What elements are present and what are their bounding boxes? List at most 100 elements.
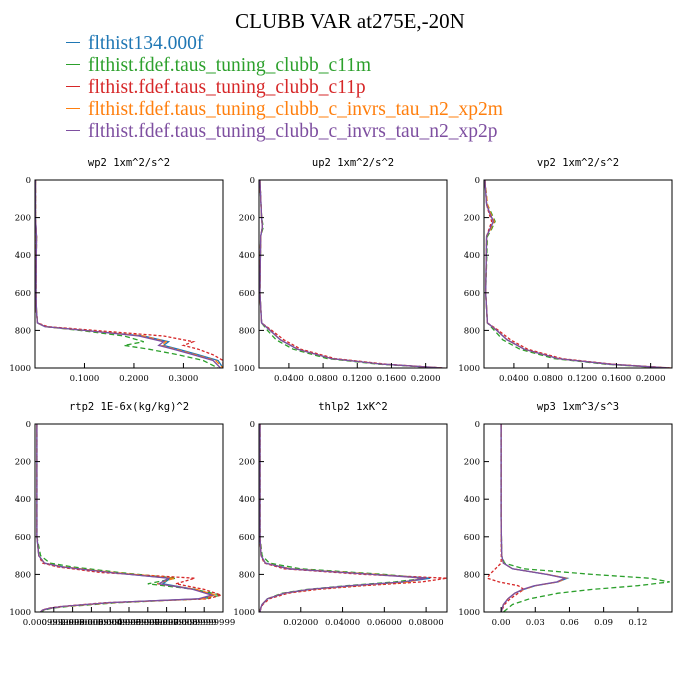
x-tick-label-4-2: 0.06000 (367, 618, 402, 628)
panel-1: up2 1xm^2/s^2 0 200 400 600 800 1000 0.0400 0.08… (233, 157, 448, 384)
x-tick-label-4-0: 0.02000 (283, 618, 318, 628)
y-tick-label-4-3: 600 (239, 533, 255, 543)
x-tick-label-1-2: 0.1200 (342, 374, 372, 384)
y-tick-label-0-1: 200 (15, 214, 31, 224)
legend-label-4: flthist.fdef.taus_tuning_clubb_c_invrs_t… (88, 121, 498, 142)
series-group-2 (484, 180, 672, 368)
panel-title-1: up2 1xm^2/s^2 (312, 157, 394, 169)
plot-frame-5 (483, 423, 673, 613)
plot-frame-4 (258, 423, 448, 613)
series-line-5-0 (500, 424, 570, 612)
legend-swatch-1 (66, 64, 80, 66)
legend-label-2: flthist.fdef.taus_tuning_clubb_c11p (88, 77, 366, 98)
x-tick-label-5-1: 0.03 (526, 618, 545, 628)
y-tick-label-5-5: 1000 (458, 608, 480, 618)
x-tick-label-2-1: 0.0800 (533, 374, 563, 384)
series-line-2-1 (484, 180, 667, 368)
y-tick-label-1-5: 1000 (233, 364, 255, 374)
y-tick-label-2-2: 400 (464, 251, 480, 261)
y-tick-label-0-4: 800 (15, 326, 31, 336)
series-line-4-3 (259, 424, 423, 612)
panel-title-5: wp3 1xm^3/s^3 (537, 401, 619, 413)
x-tick-label-1-1: 0.0800 (308, 374, 338, 384)
panel-4: thlp2 1xK^2 0 200 400 600 800 1000 0.02000 0.040… (233, 401, 448, 628)
y-tick-label-5-1: 200 (464, 458, 480, 468)
series-line-5-3 (500, 424, 569, 612)
x-tick-label-3-0: 0.0009999999 (23, 618, 85, 628)
panel-title-2: vp2 1xm^2/s^2 (537, 157, 619, 169)
plot-frame-3 (34, 423, 224, 613)
y-tick-label-4-5: 1000 (233, 608, 255, 618)
y-tick-label-3-4: 800 (15, 570, 31, 580)
legend-label-1: flthist.fdef.taus_tuning_clubb_c11m (88, 55, 372, 76)
series-line-0-0 (35, 180, 223, 368)
panel-0: wp2 1xm^2/s^2 0 200 400 600 800 1000 0.1000 0.20… (9, 157, 224, 384)
legend-item-1: flthist.fdef.taus_tuning_clubb_c11m (66, 55, 503, 77)
series-line-1-2 (259, 180, 445, 368)
panel-3: rtp2 1E-6x(kg/kg)^2020040060080010000.00… (9, 401, 235, 628)
legend: flthist134.000f flthist.fdef.taus_tuning… (66, 33, 503, 143)
x-tick-label-3-2: 0.0030000000 (60, 618, 122, 628)
y-tick-label-2-1: 200 (464, 214, 480, 224)
y-tick-label-5-0: 0 (475, 420, 480, 430)
legend-item-0: flthist134.000f (66, 33, 503, 55)
x-tick-label-2-4: 0.2000 (636, 374, 666, 384)
y-tick-label-3-3: 600 (15, 533, 31, 543)
series-line-4-2 (259, 424, 447, 612)
x-tick-label-1-4: 0.2000 (411, 374, 441, 384)
legend-item-3: flthist.fdef.taus_tuning_clubb_c_invrs_t… (66, 99, 503, 121)
y-tick-label-1-0: 0 (250, 176, 255, 186)
y-tick-label-2-4: 800 (464, 326, 480, 336)
x-tick-label-5-3: 0.09 (594, 618, 613, 628)
panel-5: wp3 1xm^3/s^3 0 200 400 600 800 1000 0.00 0.03 0.… (458, 401, 673, 628)
x-tick-label-3-7: 0.0079999999 (154, 618, 216, 628)
y-tick-label-3-1: 200 (15, 458, 31, 468)
series-line-3-1 (36, 424, 222, 612)
series-group-0 (35, 180, 223, 368)
series-line-2-3 (484, 180, 670, 368)
series-line-5-1 (500, 424, 670, 612)
x-tick-label-5-2: 0.06 (560, 618, 579, 628)
y-tick-label-0-5: 1000 (9, 364, 31, 374)
x-tick-label-3-5: 0.0059999999 (117, 618, 179, 628)
x-tick-label-0-1: 0.2000 (119, 374, 149, 384)
plot-frame-1 (258, 179, 448, 369)
plot-frame-0 (34, 179, 224, 369)
y-tick-label-0-0: 0 (26, 176, 31, 186)
x-tick-label-0-2: 0.3000 (169, 374, 199, 384)
legend-item-4: flthist.fdef.taus_tuning_clubb_c_invrs_t… (66, 121, 503, 143)
legend-label-3: flthist.fdef.taus_tuning_clubb_c_invrs_t… (88, 99, 503, 120)
y-tick-label-4-4: 800 (239, 570, 255, 580)
series-line-1-1 (259, 180, 442, 368)
legend-swatch-4 (66, 130, 80, 132)
y-tick-label-5-3: 600 (464, 533, 480, 543)
y-tick-label-4-0: 0 (250, 420, 255, 430)
y-tick-label-3-0: 0 (26, 420, 31, 430)
y-tick-label-3-5: 1000 (9, 608, 31, 618)
x-tick-label-1-3: 0.1600 (377, 374, 407, 384)
x-tick-label-2-3: 0.1600 (602, 374, 632, 384)
x-tick-label-2-2: 0.1200 (567, 374, 597, 384)
series-line-2-2 (484, 180, 672, 368)
series-line-0-4 (35, 180, 221, 368)
y-tick-label-5-4: 800 (464, 570, 480, 580)
x-tick-label-2-0: 0.0400 (499, 374, 529, 384)
series-line-3-2 (36, 424, 223, 612)
y-tick-label-0-3: 600 (15, 289, 31, 299)
y-tick-label-1-2: 400 (239, 251, 255, 261)
series-line-3-4 (36, 424, 215, 612)
y-tick-label-4-2: 400 (239, 495, 255, 505)
series-line-0-3 (35, 180, 223, 368)
series-line-4-1 (259, 424, 427, 612)
series-line-4-0 (259, 424, 431, 612)
y-tick-label-0-2: 400 (15, 251, 31, 261)
series-line-5-2 (486, 424, 526, 612)
legend-swatch-2 (66, 86, 80, 88)
y-tick-label-1-3: 600 (239, 289, 255, 299)
series-line-0-1 (35, 180, 219, 368)
series-line-1-3 (259, 180, 443, 368)
panel-2: vp2 1xm^2/s^2 0 200 400 600 800 1000 0.0400 0.08… (458, 157, 673, 384)
x-tick-label-3-4: 0.0049999999 (98, 618, 160, 628)
